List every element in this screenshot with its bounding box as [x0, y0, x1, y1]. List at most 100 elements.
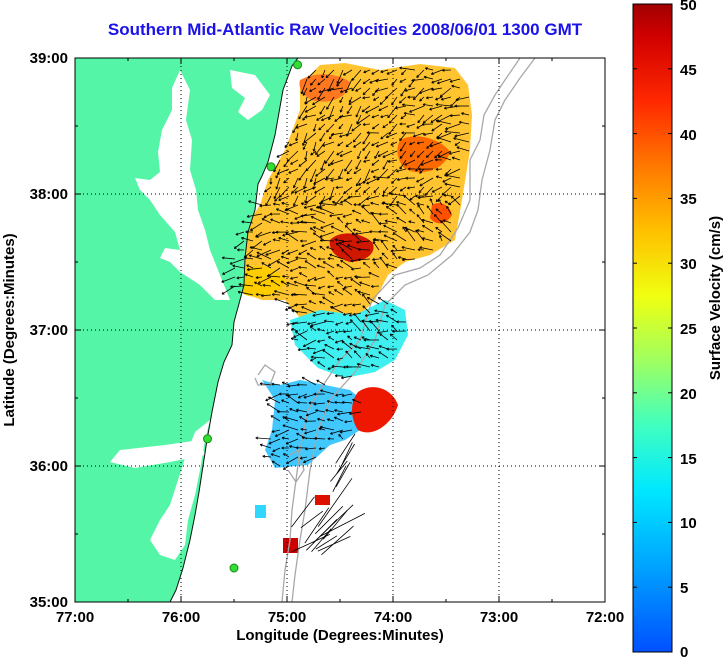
y-tick-label: 35:00 [30, 594, 68, 611]
velocity-vector [365, 353, 371, 359]
velocity-vector [255, 437, 272, 440]
velocity-vector [399, 96, 407, 104]
velocity-vector [287, 395, 299, 404]
velocity-vector-head [316, 205, 319, 208]
velocity-vector [372, 241, 380, 251]
velocity-vector [435, 208, 443, 215]
velocity-vector-head [255, 293, 259, 295]
velocity-vector-head [290, 221, 293, 224]
velocity-vector-head [350, 259, 353, 262]
velocity-vector-head [355, 88, 358, 92]
velocity-vector [386, 314, 398, 323]
velocity-vector [439, 87, 452, 98]
velocity-vector-head [417, 248, 421, 250]
velocity-vector [417, 150, 425, 158]
velocity-vector [339, 132, 353, 138]
velocity-vector [417, 195, 434, 199]
velocity-vector [298, 393, 308, 399]
velocity-vector [354, 350, 362, 359]
velocity-vector [331, 303, 344, 309]
velocity-vector [353, 228, 362, 233]
velocity-vector [330, 132, 344, 136]
velocity-vector [343, 312, 353, 316]
velocity-vector [291, 230, 308, 233]
velocity-vector-head [345, 144, 348, 147]
velocity-vector-head [443, 193, 447, 196]
velocity-vector-head [312, 351, 316, 354]
velocity-vector-head [269, 212, 273, 215]
velocity-vector-head [370, 363, 374, 366]
velocity-vector [435, 96, 443, 101]
velocity-vector [386, 263, 398, 269]
velocity-vector-head [353, 203, 357, 205]
velocity-vector-head [233, 246, 236, 249]
velocity-vector-head [399, 79, 402, 83]
velocity-vector-head [272, 230, 275, 234]
velocity-vector [354, 288, 362, 296]
velocity-vector [319, 132, 326, 142]
velocity-vector-head [366, 345, 369, 347]
velocity-vector-head [344, 420, 347, 423]
velocity-vector [383, 234, 398, 242]
velocity-vector-head [300, 239, 303, 242]
velocity-vector-head [338, 434, 342, 436]
velocity-vector-head [454, 143, 457, 146]
velocity-vector-head [283, 180, 285, 184]
velocity-vector [406, 123, 416, 128]
velocity-vector [334, 114, 344, 122]
velocity-vector-head [286, 322, 289, 326]
velocity-vector [291, 328, 299, 332]
velocity-vector [315, 409, 326, 413]
velocity-vector [329, 254, 344, 260]
velocity-vector [390, 308, 398, 314]
velocity-vector-head [248, 200, 251, 202]
velocity-vector [248, 200, 263, 206]
velocity-vector [371, 285, 380, 287]
velocity-vector [291, 496, 315, 528]
velocity-vector [375, 78, 389, 82]
velocity-vector-head [363, 159, 366, 162]
velocity-vector-head [362, 122, 366, 125]
velocity-vector-head [290, 276, 293, 280]
velocity-vector-head [356, 240, 359, 243]
velocity-vector [303, 177, 308, 189]
velocity-vector-head [398, 256, 401, 258]
velocity-vector [354, 276, 362, 278]
velocity-vector [260, 444, 272, 449]
velocity-vector-head [430, 72, 434, 75]
velocity-vector [281, 437, 290, 440]
velocity-vector [298, 249, 308, 255]
velocity-vector-head [238, 283, 242, 285]
velocity-vector [307, 69, 317, 79]
velocity-vector [316, 204, 326, 209]
velocity-vector [343, 330, 353, 333]
velocity-vector-head [456, 146, 460, 148]
velocity-vector-head [392, 244, 396, 247]
velocity-vector-head [278, 198, 281, 201]
velocity-vector [386, 69, 398, 75]
velocity-vector [352, 399, 362, 404]
velocity-vector [237, 291, 254, 296]
velocity-vector-head [280, 220, 284, 222]
velocity-vector [449, 78, 461, 83]
velocity-vector [356, 240, 371, 243]
velocity-vector [325, 69, 335, 78]
velocity-vector [370, 320, 380, 332]
velocity-vector [232, 265, 245, 269]
velocity-vector-head [386, 347, 390, 350]
velocity-vector [435, 104, 452, 107]
velocity-vector [342, 401, 353, 404]
velocity-vector-head [302, 143, 304, 146]
velocity-vector [282, 231, 299, 236]
velocity-vector-head [358, 182, 361, 186]
velocity-vector [261, 262, 272, 269]
velocity-vector [305, 150, 308, 161]
velocity-vector [287, 249, 299, 255]
velocity-vector [295, 330, 308, 341]
velocity-hotspot [352, 387, 398, 433]
velocity-vector-head [361, 205, 365, 207]
axis-tick-marks [74, 57, 606, 603]
velocity-vector [318, 285, 326, 289]
velocity-vector [278, 195, 290, 201]
